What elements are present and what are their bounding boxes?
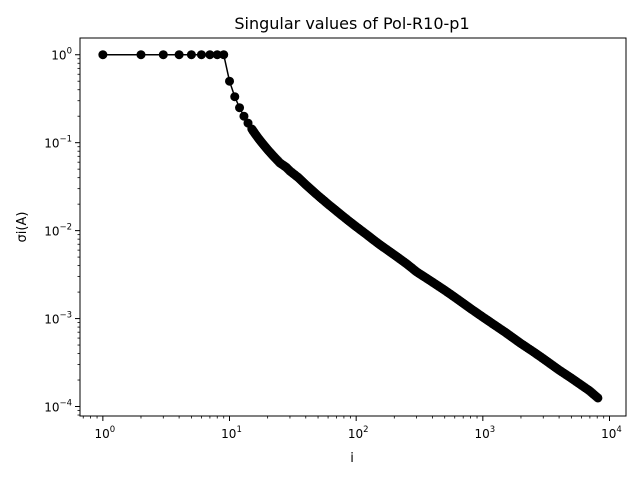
plot-area: [79, 37, 627, 417]
y-tick-label: 10−2: [44, 223, 72, 239]
data-point: [158, 50, 168, 60]
y-axis-label: σi(A): [15, 212, 30, 243]
data-point: [174, 50, 184, 60]
plot-frame: [79, 37, 627, 417]
y-tick-label: 100: [51, 47, 72, 63]
y-tick-label: 10−3: [44, 311, 72, 327]
data-point: [186, 50, 196, 60]
y-axis: 100 10−1 10−2 10−3 10−4: [44, 47, 80, 416]
chart-title: Singular values of Pol-R10-p1: [234, 14, 469, 33]
series-layer: [98, 50, 603, 403]
data-point: [235, 103, 245, 113]
data-point: [225, 76, 235, 86]
x-axis: 100 101 102 103 104: [82, 416, 622, 441]
data-point: [212, 50, 222, 60]
x-axis-label: i: [350, 451, 354, 466]
data-point: [239, 111, 249, 121]
data-point: [593, 393, 603, 403]
data-point: [219, 50, 229, 60]
x-tick-label: 102: [348, 425, 369, 441]
data-point: [205, 50, 215, 60]
x-tick-label: 104: [601, 425, 622, 441]
data-point: [196, 50, 206, 60]
data-point: [230, 92, 240, 102]
data-point: [98, 50, 108, 60]
x-tick-label: 100: [95, 425, 116, 441]
data-point: [136, 50, 146, 60]
y-tick-label: 10−4: [44, 399, 72, 415]
x-tick-label: 103: [474, 425, 495, 441]
x-tick-label: 101: [221, 425, 242, 441]
y-tick-label: 10−1: [44, 135, 72, 151]
